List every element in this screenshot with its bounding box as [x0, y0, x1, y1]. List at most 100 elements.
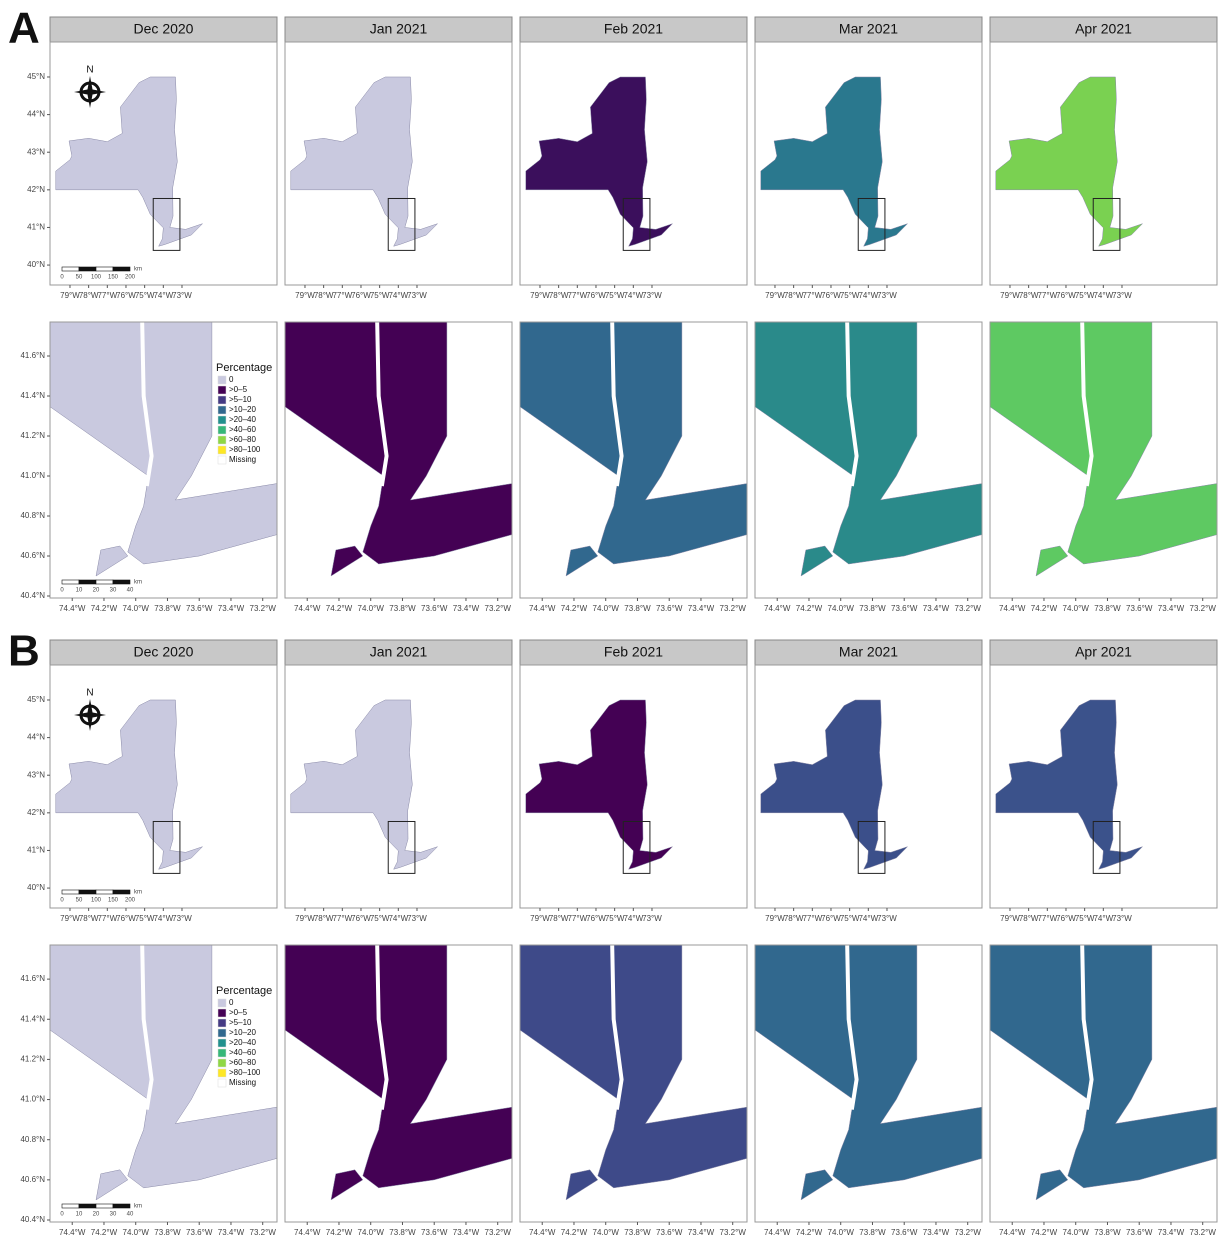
x-tick-label: 79°W	[530, 914, 550, 923]
legend-label: >20–40	[229, 415, 256, 424]
strip-label: Jan 2021	[370, 644, 428, 660]
x-tick-label: 74°W	[858, 291, 878, 300]
x-tick-label: 73.8°W	[859, 1228, 886, 1237]
y-tick-label: 41.2°N	[20, 431, 45, 440]
scale-segment	[96, 890, 113, 894]
x-tick-label: 74.2°W	[561, 604, 588, 613]
x-tick-label: 75°W	[370, 291, 390, 300]
y-tick-label: 40.8°N	[20, 511, 45, 520]
x-tick-label: 74.2°W	[326, 1228, 353, 1237]
x-tick-label: 74°W	[388, 291, 408, 300]
x-tick-label: 75°W	[840, 291, 860, 300]
scale-label: 50	[76, 898, 83, 904]
x-tick-label: 73.4°W	[923, 604, 950, 613]
x-tick-label: 73.2°W	[720, 604, 747, 613]
legend-label: >60–80	[229, 435, 256, 444]
x-tick-label: 77°W	[97, 914, 117, 923]
y-tick-label: 45°N	[27, 72, 45, 81]
zoom-shape	[980, 316, 1221, 564]
scale-label: 10	[76, 588, 83, 594]
scale-label: 0	[60, 275, 64, 281]
x-tick-label: 79°W	[1000, 291, 1020, 300]
x-tick-label: 78°W	[79, 291, 99, 300]
y-tick-label: 41.6°N	[20, 351, 45, 360]
x-tick-label: 77°W	[802, 291, 822, 300]
x-tick-label: 76°W	[1056, 291, 1076, 300]
scale-unit: km	[134, 580, 142, 586]
x-tick-label: 74.4°W	[999, 1228, 1026, 1237]
legend-swatch	[218, 396, 226, 404]
x-tick-label: 74.0°W	[1063, 1228, 1090, 1237]
x-tick-label: 74.0°W	[828, 604, 855, 613]
x-tick-label: 73.4°W	[218, 604, 245, 613]
legend-label: Missing	[229, 1078, 256, 1087]
x-tick-label: 75°W	[605, 914, 625, 923]
scale-segment	[96, 267, 113, 271]
scale-label: 10	[76, 1212, 83, 1218]
scale-segment	[62, 1204, 79, 1208]
x-tick-label: 73.8°W	[1094, 604, 1121, 613]
y-tick-label: 42°N	[27, 185, 45, 194]
x-tick-label: 79°W	[295, 291, 315, 300]
legend-label: >0–5	[229, 1008, 248, 1017]
map-layer	[980, 939, 1221, 1200]
x-tick-label: 73.4°W	[453, 604, 480, 613]
legend-swatch	[218, 1039, 226, 1047]
strip-label: Mar 2021	[839, 644, 898, 660]
x-tick-label: 76°W	[351, 291, 371, 300]
y-tick-label: 40.4°N	[20, 1215, 45, 1224]
legend-label: >10–20	[229, 405, 256, 414]
legend-swatch	[218, 386, 226, 394]
zoom-shape	[745, 316, 991, 564]
x-tick-label: 73°W	[642, 291, 662, 300]
y-tick-label: 41.0°N	[20, 1095, 45, 1104]
zoom-shape	[275, 316, 521, 564]
scale-label: 20	[93, 1212, 100, 1218]
x-tick-label: 75°W	[1075, 914, 1095, 923]
x-tick-label: 73.2°W	[485, 604, 512, 613]
x-tick-label: 74.2°W	[326, 604, 353, 613]
x-tick-label: 79°W	[765, 914, 785, 923]
map-layer	[996, 77, 1143, 250]
island-shape	[1036, 1170, 1068, 1200]
legend-swatch	[218, 446, 226, 454]
y-tick-label: 41.4°N	[20, 1014, 45, 1023]
x-tick-label: 75°W	[135, 291, 155, 300]
x-tick-label: 73.8°W	[859, 604, 886, 613]
island-shape	[331, 1170, 363, 1200]
legend-title: Percentage	[216, 985, 272, 997]
x-tick-label: 73.4°W	[1158, 1228, 1185, 1237]
y-tick-label: 40°N	[27, 260, 45, 269]
x-tick-label: 73.8°W	[389, 1228, 416, 1237]
x-tick-label: 75°W	[135, 914, 155, 923]
x-tick-label: 73°W	[642, 914, 662, 923]
x-tick-label: 74.0°W	[593, 604, 620, 613]
x-tick-label: 74.2°W	[796, 1228, 823, 1237]
y-tick-label: 41°N	[27, 223, 45, 232]
x-tick-label: 75°W	[370, 914, 390, 923]
x-tick-label: 74.4°W	[529, 604, 556, 613]
x-tick-label: 77°W	[332, 291, 352, 300]
y-tick-label: 44°N	[27, 110, 45, 119]
state-shape	[56, 77, 203, 246]
panel-label: A	[8, 4, 40, 53]
x-tick-label: 74.4°W	[294, 604, 321, 613]
x-tick-label: 73.6°W	[421, 604, 448, 613]
x-tick-label: 79°W	[765, 291, 785, 300]
x-tick-label: 73.6°W	[186, 1228, 213, 1237]
x-tick-label: 79°W	[295, 914, 315, 923]
legend-label: >5–10	[229, 1018, 252, 1027]
x-tick-label: 74.4°W	[999, 604, 1026, 613]
legend-label: Missing	[229, 455, 256, 464]
strip-label: Dec 2020	[134, 21, 194, 37]
scale-segment	[62, 580, 79, 584]
state-shape	[526, 700, 673, 869]
compass-star	[74, 699, 106, 731]
y-tick-label: 40°N	[27, 883, 45, 892]
legend-swatch	[218, 1029, 226, 1037]
scale-label: 20	[93, 588, 100, 594]
scale-segment	[96, 1204, 113, 1208]
map-layer	[745, 939, 991, 1200]
x-tick-label: 75°W	[840, 914, 860, 923]
legend-swatch	[218, 1049, 226, 1057]
